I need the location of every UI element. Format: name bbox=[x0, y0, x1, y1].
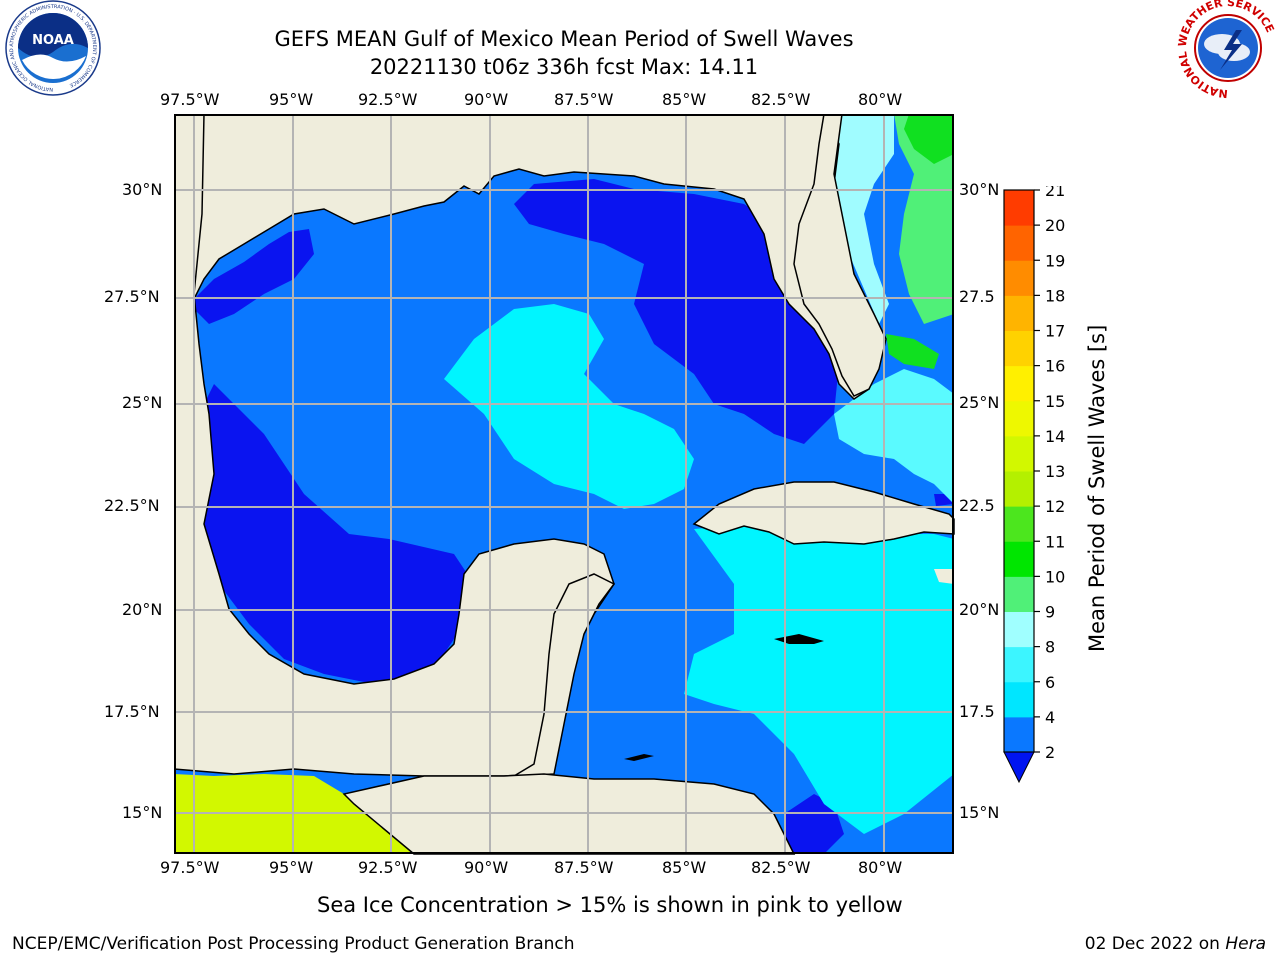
colorbar-band bbox=[1004, 435, 1034, 472]
sea-ice-note: Sea Ice Concentration > 15% is shown in … bbox=[317, 893, 903, 917]
green-atlantic bbox=[894, 114, 954, 324]
bright-green-bahamas bbox=[886, 334, 939, 369]
lon-label-top: 97.5°W bbox=[160, 90, 220, 109]
colorbar-bands bbox=[1004, 190, 1034, 753]
lon-label-top: 90°W bbox=[464, 90, 509, 109]
footer-branch: NCEP/EMC/Verification Post Processing Pr… bbox=[12, 934, 575, 954]
lon-label-top: 95°W bbox=[269, 90, 314, 109]
land-florida bbox=[793, 114, 887, 397]
land-jamaica bbox=[774, 634, 824, 644]
lat-label-right: 30°N bbox=[959, 180, 1000, 199]
colorbar-tick-label: 12 bbox=[1045, 497, 1065, 516]
lat-label-left: 27.5°N bbox=[104, 287, 160, 306]
colorbar-tick-label: 16 bbox=[1045, 357, 1065, 376]
lon-label-bottom: 92.5°W bbox=[358, 858, 418, 877]
colorbar: 2 4 6 8 9 10 11 12 13 14 15 16 17 18 19 20 21 bbox=[1003, 186, 1065, 784]
lat-label-left: 15°N bbox=[122, 803, 163, 822]
noaa-logo-text: NOAA bbox=[32, 33, 74, 48]
colorbar-band bbox=[1004, 471, 1034, 507]
map-frame bbox=[174, 114, 954, 854]
lat-label-left: 25°N bbox=[122, 393, 163, 412]
colorbar-tick-label: 2 bbox=[1045, 743, 1055, 762]
map-title-line2: 20221130 t06z 336h fcst Max: 14.11 bbox=[369, 55, 759, 79]
footer-date-text: 02 Dec 2022 on bbox=[1084, 934, 1226, 954]
lat-label-left: 20°N bbox=[122, 600, 163, 619]
lat-label-left: 22.5°N bbox=[104, 496, 160, 515]
colorbar-band bbox=[1004, 576, 1034, 612]
colorbar-label: Mean Period of Swell Waves [s] bbox=[1085, 324, 1109, 652]
colorbar-band bbox=[1004, 365, 1034, 402]
colorbar-under-triangle bbox=[1003, 751, 1035, 784]
lon-label-bottom: 95°W bbox=[269, 858, 314, 877]
colorbar-tick-label: 6 bbox=[1045, 673, 1055, 692]
gulf-of-mexico-map bbox=[174, 114, 955, 855]
cyan-caribbean bbox=[684, 524, 954, 834]
map-gridlines bbox=[174, 114, 954, 854]
deep-blue-northwest bbox=[189, 229, 314, 324]
footer-date: 02 Dec 2022 on Hera bbox=[1085, 934, 1266, 954]
lat-label-right: 15°N bbox=[959, 803, 1000, 822]
footer-machine: Hera bbox=[1225, 934, 1266, 954]
lon-label-bottom: 90°W bbox=[464, 858, 509, 877]
cyan-florida-straits bbox=[834, 369, 954, 504]
colorbar-tick-label: 15 bbox=[1045, 392, 1065, 411]
lat-label-right: 20°N bbox=[959, 600, 1000, 619]
cyan-atlantic-north bbox=[834, 114, 894, 324]
colorbar-tick-label: 17 bbox=[1045, 322, 1065, 341]
lon-label-bottom: 82.5°W bbox=[751, 858, 811, 877]
colorbar-band bbox=[1004, 646, 1034, 683]
colorbar-band bbox=[1004, 506, 1034, 542]
colorbar-band bbox=[1004, 681, 1034, 718]
lat-label-right: 17.5 bbox=[959, 702, 995, 721]
colorbar-band bbox=[1004, 611, 1034, 648]
lat-label-left: 30°N bbox=[122, 180, 163, 199]
lat-label-right: 27.5 bbox=[959, 287, 995, 306]
lat-label-left: 17.5°N bbox=[104, 702, 160, 721]
lon-label-top: 85°W bbox=[662, 90, 707, 109]
lon-label-top: 92.5°W bbox=[358, 90, 418, 109]
colorbar-band bbox=[1004, 330, 1034, 367]
colorbar-tick-label: 11 bbox=[1045, 532, 1065, 551]
nws-logo: NATIONAL WEATHER SERVICE bbox=[1176, 0, 1277, 100]
lon-label-top: 87.5°W bbox=[554, 90, 614, 109]
cyan-central-gulf bbox=[444, 304, 694, 509]
land-yucatan bbox=[513, 573, 616, 777]
colorbar-tick-label: 8 bbox=[1045, 638, 1055, 657]
map-title-line1: GEFS MEAN Gulf of Mexico Mean Period of … bbox=[274, 27, 854, 51]
colorbar-tick-label: 13 bbox=[1045, 462, 1065, 481]
colorbar-band bbox=[1004, 541, 1034, 577]
colorbar-tick-label: 18 bbox=[1045, 286, 1065, 305]
colorbar-band bbox=[1004, 295, 1034, 331]
colorbar-tick-label: 19 bbox=[1045, 251, 1065, 270]
lon-label-bottom: 80°W bbox=[858, 858, 903, 877]
lon-label-bottom: 87.5°W bbox=[554, 858, 614, 877]
lon-label-bottom: 85°W bbox=[662, 858, 707, 877]
deep-blue-cuba-south bbox=[784, 794, 844, 854]
colorbar-tick-label: 21 bbox=[1045, 186, 1065, 200]
land-honduras-islands bbox=[624, 754, 654, 761]
colorbar-tick-label: 20 bbox=[1045, 216, 1065, 235]
lon-label-bottom: 97.5°W bbox=[160, 858, 220, 877]
colorbar-band bbox=[1004, 190, 1034, 226]
colorbar-tick-label: 14 bbox=[1045, 427, 1065, 446]
colorbar-tick-label: 4 bbox=[1045, 708, 1055, 727]
land-hispaniola-edge bbox=[934, 569, 954, 584]
lon-label-top: 80°W bbox=[858, 90, 903, 109]
colorbar-band bbox=[1004, 716, 1034, 753]
colorbar-band bbox=[1004, 260, 1034, 296]
colorbar-ticks: 2 4 6 8 9 10 11 12 13 14 15 16 17 18 19 20 21 bbox=[1034, 186, 1065, 762]
lat-label-right: 25°N bbox=[959, 393, 1000, 412]
bright-green-atlantic-top bbox=[904, 114, 954, 164]
lat-label-right: 22.5 bbox=[959, 496, 995, 515]
noaa-logo: NOAA NATIONAL OCEANIC AND ATMOSPHERIC AD… bbox=[5, 0, 101, 96]
deep-blue-northeast bbox=[514, 179, 839, 444]
colorbar-band bbox=[1004, 225, 1034, 261]
lon-label-top: 82.5°W bbox=[751, 90, 811, 109]
colorbar-tick-label: 9 bbox=[1045, 603, 1055, 622]
colorbar-band bbox=[1004, 400, 1034, 437]
colorbar-tick-label: 10 bbox=[1045, 567, 1065, 586]
